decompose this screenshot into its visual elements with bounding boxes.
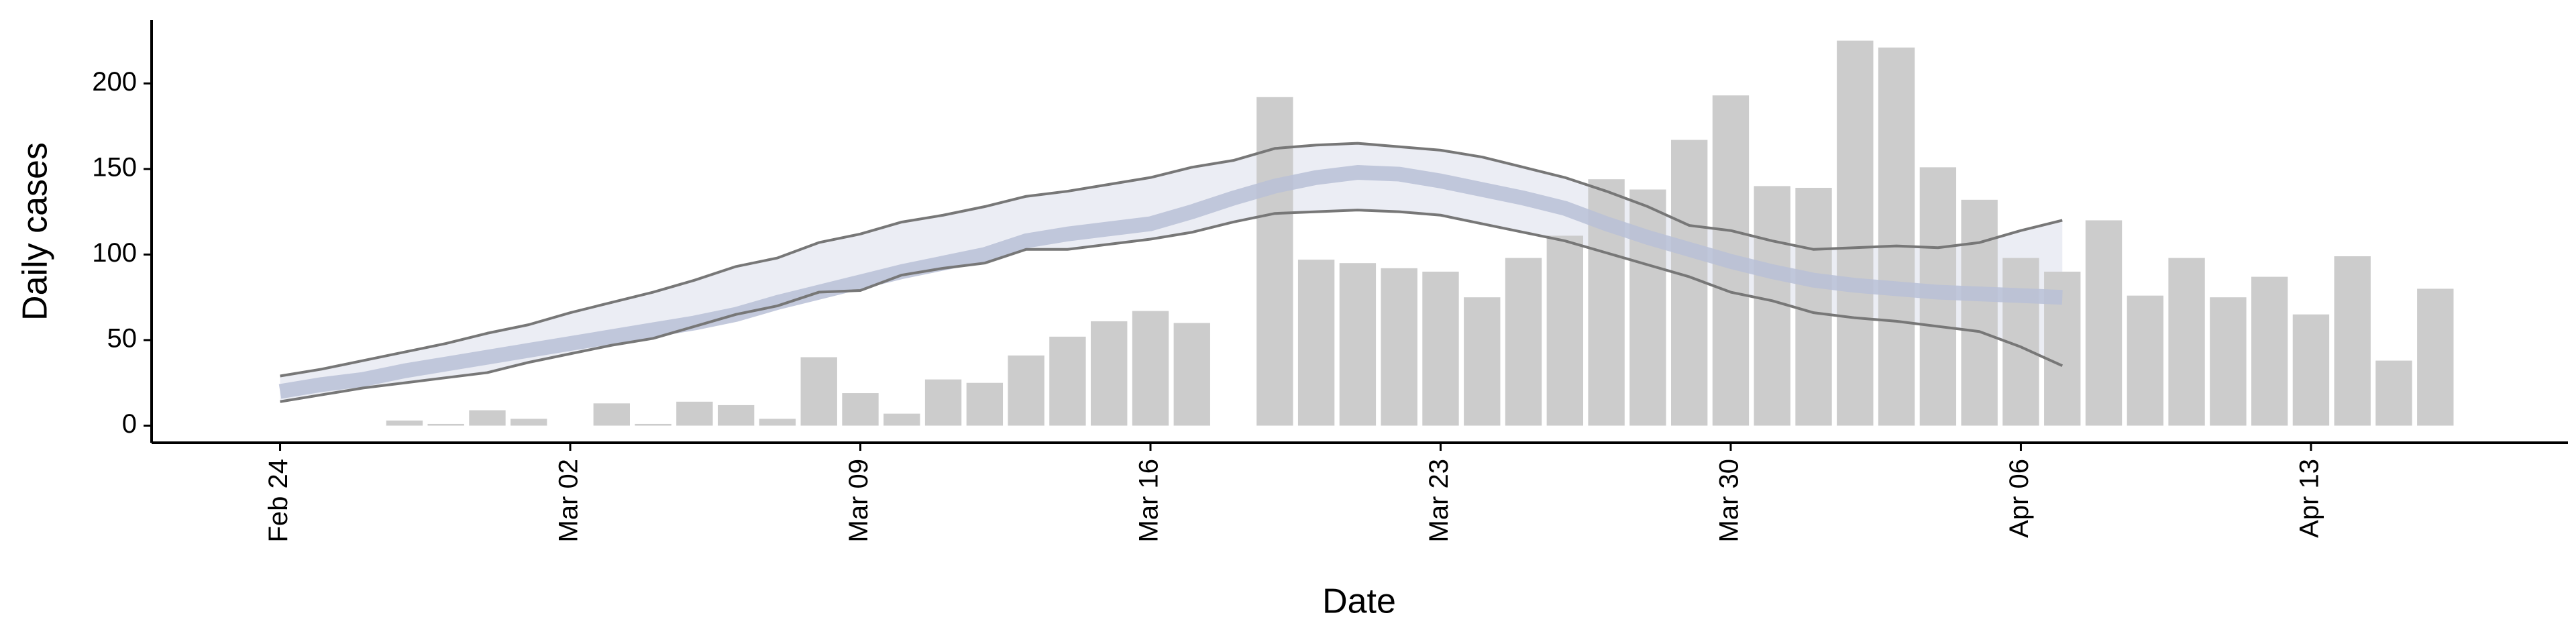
bar	[1008, 355, 1044, 426]
interval-line	[280, 209, 2063, 403]
x-tick-label: Apr 13	[2295, 459, 2324, 538]
bar	[717, 405, 755, 426]
x-tick-label: Mar 30	[1715, 459, 1744, 543]
bar	[593, 403, 630, 426]
bar	[2334, 256, 2371, 426]
y-tick-label: 50	[107, 324, 138, 354]
x-tick-label: Mar 16	[1134, 459, 1164, 543]
bar	[1091, 321, 1128, 426]
median-line	[278, 165, 2063, 399]
bar	[1381, 268, 1417, 426]
bar	[676, 401, 713, 426]
bar	[842, 393, 879, 426]
y-axis-title: Daily cases	[16, 142, 55, 321]
bar	[1754, 186, 1790, 426]
bar	[1878, 47, 1915, 426]
bar	[2292, 314, 2330, 426]
bar	[1837, 40, 1874, 426]
bar	[2085, 220, 2123, 426]
x-tick-label: Feb 24	[264, 459, 293, 543]
x-tick-label: Mar 09	[844, 459, 873, 543]
bar	[966, 382, 1004, 426]
x-tick-label: Mar 02	[554, 459, 584, 543]
x-tick-label: Apr 06	[2004, 459, 2034, 538]
bar	[2210, 297, 2247, 426]
x-tick-label: Mar 23	[1424, 459, 1454, 543]
x-axis-title: Date	[1322, 582, 1396, 621]
bar	[1464, 297, 1501, 426]
bar	[2417, 288, 2454, 426]
bar	[759, 419, 796, 426]
bar	[1629, 189, 1666, 426]
bar	[2168, 258, 2205, 426]
bar	[1049, 336, 1086, 426]
bar	[1339, 263, 1377, 426]
bar	[427, 423, 464, 426]
bar	[635, 423, 672, 426]
y-tick-label: 100	[92, 238, 137, 268]
bar	[1795, 187, 1832, 426]
bar	[924, 379, 962, 426]
bar	[2127, 295, 2163, 426]
bar	[1546, 235, 1584, 426]
bar	[2251, 276, 2288, 426]
bar	[883, 413, 920, 426]
bar	[386, 420, 423, 426]
interval-line	[280, 142, 2063, 378]
bar	[511, 419, 547, 426]
bar	[469, 410, 506, 426]
bar	[800, 357, 837, 426]
y-tick-label: 0	[122, 409, 137, 439]
bar	[1505, 258, 1542, 426]
y-tick-label: 200	[92, 67, 137, 97]
bar	[1297, 260, 1335, 426]
bar	[1173, 323, 1210, 426]
bar	[1422, 271, 1459, 426]
bar	[1961, 199, 1998, 426]
bar	[1670, 140, 1708, 426]
y-tick-label: 150	[92, 152, 137, 182]
bar	[1132, 311, 1169, 426]
bar	[2375, 360, 2412, 426]
